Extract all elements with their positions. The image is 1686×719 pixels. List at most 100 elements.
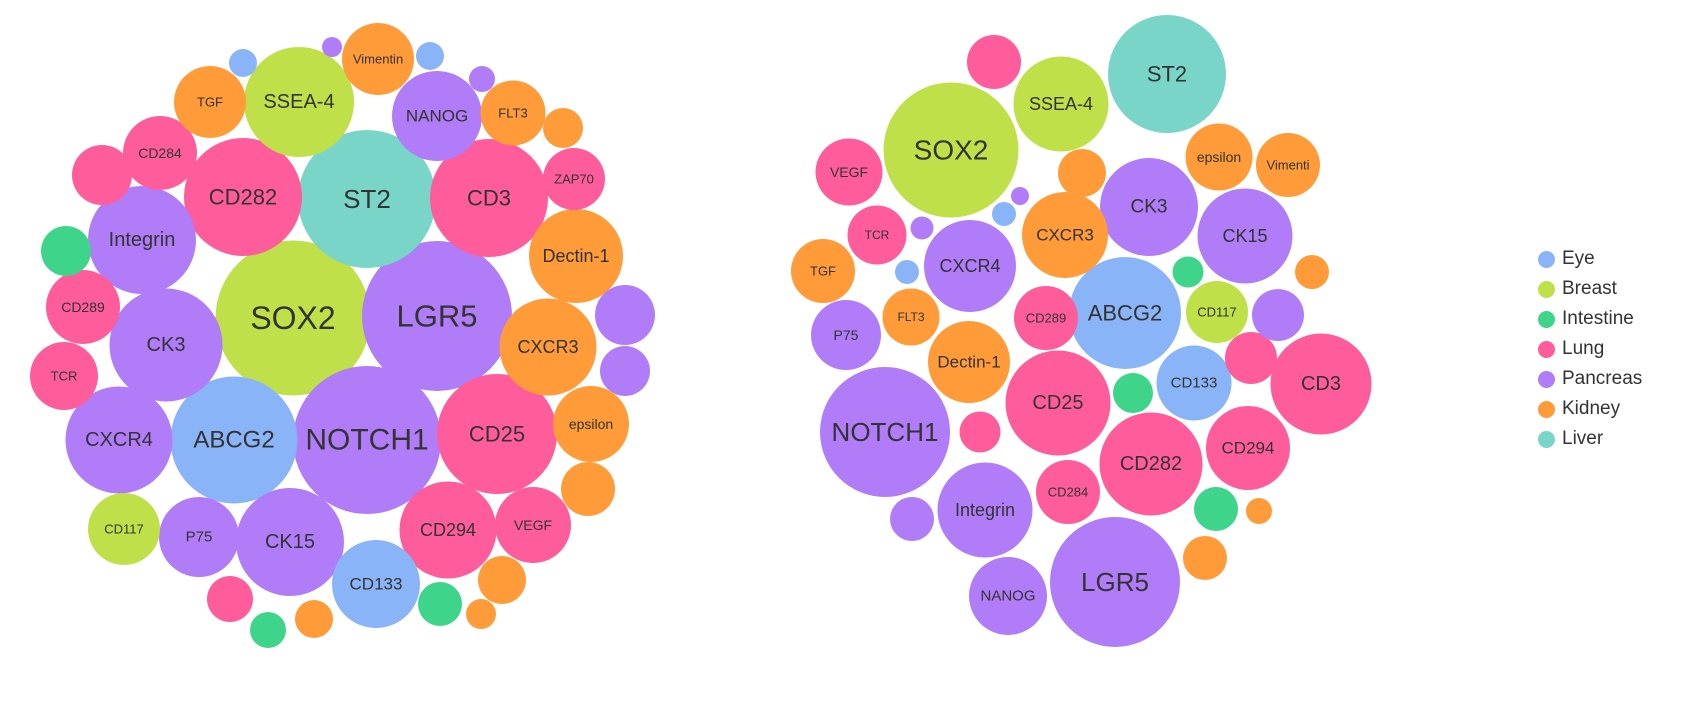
bubble-right-tgf[interactable]: TGF xyxy=(791,239,855,303)
bubble-left-unlabeled-35[interactable] xyxy=(295,600,333,638)
bubble-left-unlabeled-42[interactable] xyxy=(229,49,257,77)
bubble-left-notch1[interactable]: NOTCH1 xyxy=(293,366,441,514)
bubble-left-vimentin[interactable]: Vimentin xyxy=(342,23,414,95)
bubble-left-cd117[interactable]: CD117 xyxy=(88,493,160,565)
bubble-left-unlabeled-31[interactable] xyxy=(600,346,650,396)
bubble-left-zap70[interactable]: ZAP70 xyxy=(543,148,605,210)
bubble-right-unlabeled-33[interactable] xyxy=(890,497,934,541)
bubble-left-cd284[interactable]: CD284 xyxy=(123,116,197,190)
bubble-right-lgr5[interactable]: LGR5 xyxy=(1050,517,1180,647)
bubble-right-unlabeled-37[interactable] xyxy=(1183,536,1227,580)
bubble-left-unlabeled-41[interactable] xyxy=(207,576,253,622)
bubble-right-epsilon[interactable]: epsilon xyxy=(1185,123,1253,191)
bubble-right-unlabeled-39[interactable] xyxy=(1246,498,1272,524)
bubble-left-unlabeled-30[interactable] xyxy=(595,285,655,345)
bubble-left-ck3[interactable]: CK3 xyxy=(109,288,223,402)
bubble-label: CXCR4 xyxy=(939,256,1000,276)
bubble-right-cd294[interactable]: CD294 xyxy=(1206,406,1290,490)
bubble-left-vegf[interactable]: VEGF xyxy=(495,487,571,563)
bubble-left-flt3[interactable]: FLT3 xyxy=(480,80,546,146)
legend-item-pancreas[interactable]: Pancreas xyxy=(1538,364,1642,394)
legend-item-kidney[interactable]: Kidney xyxy=(1538,394,1642,424)
legend-item-breast[interactable]: Breast xyxy=(1538,274,1642,304)
bubble-right-unlabeled-31[interactable] xyxy=(959,411,1001,453)
bubble-left-unlabeled-37[interactable] xyxy=(41,226,91,276)
bubble-right-vegf[interactable]: VEGF xyxy=(815,138,883,206)
bubble-right-unlabeled-32[interactable] xyxy=(1252,289,1304,341)
bubble-left-cxcr4[interactable]: CXCR4 xyxy=(65,386,173,494)
bubble-right-unlabeled-34[interactable] xyxy=(910,216,934,240)
bubble-left-unlabeled-45[interactable] xyxy=(322,37,342,57)
bubble-right-unlabeled-38[interactable] xyxy=(1295,255,1329,289)
bubble-right-flt3[interactable]: FLT3 xyxy=(882,288,940,346)
bubble-left-unlabeled-44[interactable] xyxy=(469,66,495,92)
legend-item-intestine[interactable]: Intestine xyxy=(1538,304,1642,334)
bubble-right-cd3[interactable]: CD3 xyxy=(1270,333,1372,435)
bubble-left-cd289[interactable]: CD289 xyxy=(46,270,120,344)
bubble-right-unlabeled-42[interactable] xyxy=(1172,256,1204,288)
bubble-right-unlabeled-35[interactable] xyxy=(1011,187,1029,205)
bubble-circle xyxy=(416,42,444,70)
bubble-right-cd25[interactable]: CD25 xyxy=(1005,350,1111,456)
bubble-left-tgf[interactable]: TGF xyxy=(174,66,246,138)
bubble-right-cxcr4[interactable]: CXCR4 xyxy=(924,220,1016,312)
bubble-right-unlabeled-36[interactable] xyxy=(1058,149,1106,197)
bubble-right-tcr[interactable]: TCR xyxy=(847,205,907,265)
bubble-left-lgr5[interactable]: LGR5 xyxy=(362,241,512,391)
bubble-left-unlabeled-43[interactable] xyxy=(416,42,444,70)
bubble-left-ck15[interactable]: CK15 xyxy=(236,488,344,596)
bubble-right-st2[interactable]: ST2 xyxy=(1108,15,1226,133)
legend-item-lung[interactable]: Lung xyxy=(1538,334,1642,364)
bubble-left-cd294[interactable]: CD294 xyxy=(399,481,497,579)
bubble-left-st2[interactable]: ST2 xyxy=(298,130,436,268)
bubble-left-integrin[interactable]: Integrin xyxy=(88,186,196,294)
bubble-circle xyxy=(1206,406,1290,490)
bubble-right-cd133[interactable]: CD133 xyxy=(1156,345,1232,421)
bubble-right-unlabeled-43[interactable] xyxy=(895,260,919,284)
bubble-right-cd289[interactable]: CD289 xyxy=(1014,286,1078,350)
bubble-right-abcg2[interactable]: ABCG2 xyxy=(1069,257,1181,369)
bubble-right-ck3[interactable]: CK3 xyxy=(1100,158,1198,256)
bubble-right-p75[interactable]: P75 xyxy=(811,300,881,370)
bubble-left-unlabeled-33[interactable] xyxy=(478,556,526,604)
bubble-right-unlabeled-30[interactable] xyxy=(1225,332,1277,384)
bubble-right-cxcr3[interactable]: CXCR3 xyxy=(1022,192,1108,278)
bubble-left-unlabeled-36[interactable] xyxy=(466,599,496,629)
bubble-left-cd282[interactable]: CD282 xyxy=(184,138,302,256)
legend-item-eye[interactable]: Eye xyxy=(1538,244,1642,274)
bubble-left-dectin-1[interactable]: Dectin-1 xyxy=(529,209,623,303)
legend-item-liver[interactable]: Liver xyxy=(1538,424,1642,454)
bubble-left-nanog[interactable]: NANOG xyxy=(392,71,482,161)
bubble-label: NOTCH1 xyxy=(832,417,939,447)
bubble-right-cd117[interactable]: CD117 xyxy=(1186,281,1248,343)
bubble-left-abcg2[interactable]: ABCG2 xyxy=(170,376,298,504)
bubble-right-unlabeled-44[interactable] xyxy=(992,202,1016,226)
bubble-right-unlabeled-41[interactable] xyxy=(1113,373,1153,413)
bubble-left-ssea-4[interactable]: SSEA-4 xyxy=(244,47,354,157)
bubble-left-unlabeled-32[interactable] xyxy=(561,462,615,516)
bubble-left-unlabeled-40[interactable] xyxy=(72,145,132,205)
bubble-left-sox2[interactable]: SOX2 xyxy=(215,240,371,396)
bubble-right-unlabeled-40[interactable] xyxy=(1194,487,1238,531)
bubble-left-cxcr3[interactable]: CXCR3 xyxy=(499,298,597,396)
bubble-right-ck15[interactable]: CK15 xyxy=(1197,188,1293,284)
bubble-right-sox2[interactable]: SOX2 xyxy=(883,82,1019,218)
bubble-right-dectin-1[interactable]: Dectin-1 xyxy=(928,321,1010,403)
bubble-right-vimenti[interactable]: Vimenti xyxy=(1256,133,1320,197)
bubble-right-ssea-4[interactable]: SSEA-4 xyxy=(1013,56,1109,152)
bubble-right-cd284[interactable]: CD284 xyxy=(1036,460,1100,524)
bubble-left-unlabeled-39[interactable] xyxy=(250,612,286,648)
bubble-right-cd282[interactable]: CD282 xyxy=(1099,412,1203,516)
bubble-left-unlabeled-34[interactable] xyxy=(543,108,583,148)
bubble-left-cd25[interactable]: CD25 xyxy=(437,374,557,494)
bubble-left-epsilon[interactable]: epsilon xyxy=(553,386,629,462)
bubble-left-cd3[interactable]: CD3 xyxy=(430,139,548,257)
bubble-left-cd133[interactable]: CD133 xyxy=(332,540,420,628)
bubble-right-notch1[interactable]: NOTCH1 xyxy=(820,367,950,497)
bubble-right-integrin[interactable]: Integrin xyxy=(937,462,1033,558)
bubble-left-tcr[interactable]: TCR xyxy=(30,342,98,410)
bubble-left-unlabeled-38[interactable] xyxy=(418,582,462,626)
bubble-right-unlabeled-29[interactable] xyxy=(967,35,1021,89)
bubble-left-p75[interactable]: P75 xyxy=(159,497,239,577)
bubble-right-nanog[interactable]: NANOG xyxy=(969,557,1047,635)
